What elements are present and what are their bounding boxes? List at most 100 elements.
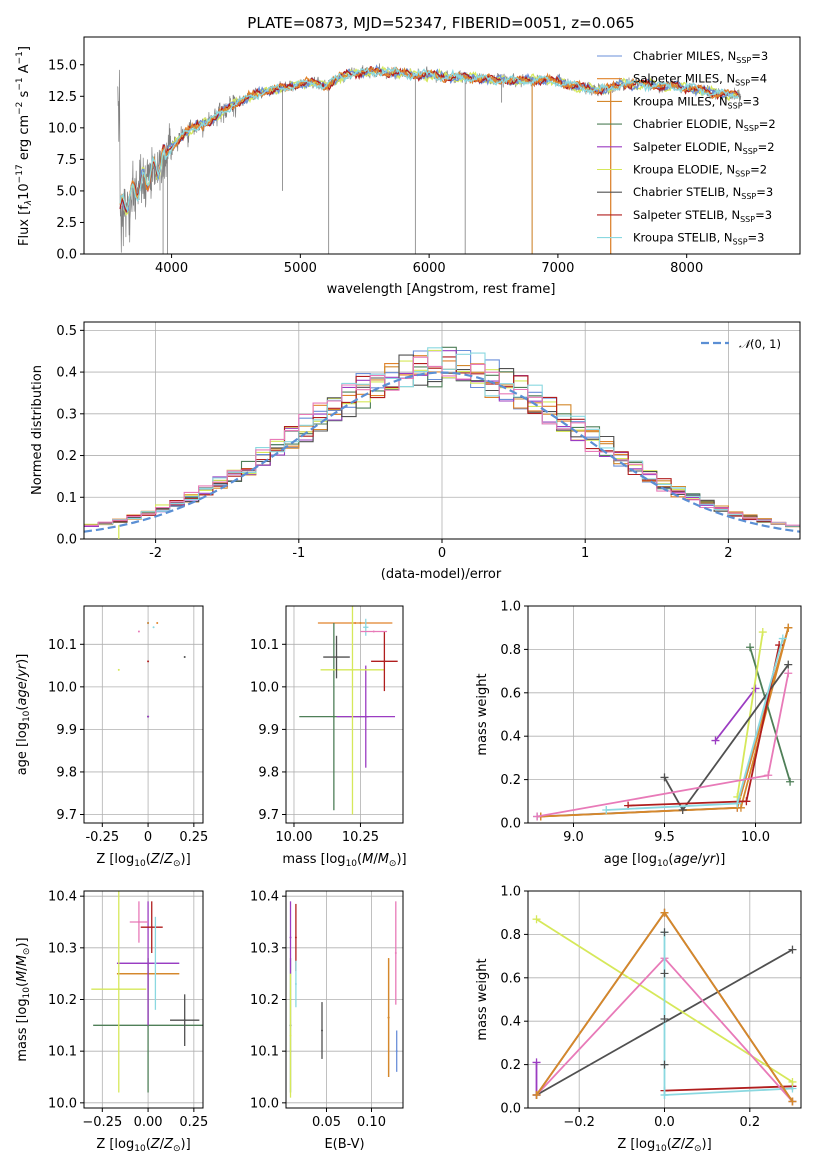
x-tick-label: 10.25: [342, 830, 379, 845]
legend-label: Salpeter MILES, NSSP=4: [633, 72, 767, 88]
x-tick-label: 0: [438, 546, 446, 561]
data-point: [137, 630, 140, 633]
data-point: [351, 668, 354, 671]
mass-weight-line: [664, 1085, 793, 1092]
data-point: [294, 983, 297, 985]
data-point: [137, 921, 140, 923]
data-point: [387, 1016, 390, 1019]
mass-weight-marker: [746, 643, 755, 652]
x-tick-label: 6000: [413, 261, 446, 276]
y-tick-label: 0.0: [56, 533, 77, 548]
y-tick-label: 10.0: [48, 680, 77, 695]
mass-weight-marker: [532, 1090, 541, 1099]
x-tick-label: 1: [581, 546, 589, 561]
y-tick-label: 1.0: [500, 885, 521, 900]
data-point: [372, 630, 375, 633]
y-tick-label: 0.3: [56, 407, 77, 422]
mass-weight-line: [714, 687, 757, 742]
mass-weight-marker: [660, 1090, 669, 1099]
mass-weight-marker: [742, 797, 751, 806]
mass-weight-marker: [788, 1077, 797, 1086]
y-tick-label: 0.2: [56, 449, 77, 464]
y-tick-label: 7.5: [56, 153, 77, 168]
y-tick-label: 10.1: [250, 1045, 279, 1060]
mass-weight-marker: [751, 684, 760, 693]
weight-vs-metallicity-panel: −0.2 0.0 0.2 0.0 0.2 0.4 0.6 0.8 1.0 Z [log10(Z/Z…: [475, 885, 802, 1154]
spectrum-panel: 4000 5000 6000 7000 8000 0.0 2.5 5.0 7.5 10.0 12.5…: [15, 36, 801, 297]
y-axis-label: mass weight: [475, 673, 490, 755]
x-tick-label: 5000: [284, 261, 317, 276]
data-point: [154, 962, 157, 965]
x-tick-label: -0.25: [85, 830, 119, 845]
y-tick-label: 10.2: [250, 993, 279, 1008]
y-tick-label: 10.1: [250, 638, 279, 653]
y-tick-label: 9.8: [258, 765, 279, 780]
x-axis-label: E(B-V): [324, 1137, 364, 1152]
mass-weight-marker: [532, 1058, 541, 1067]
mass-weight-marker: [660, 1015, 669, 1024]
weight-vs-age-panel: 9.0 9.5 10.0 0.0 0.2 0.4 0.6 0.8 1.0 age [log10(a…: [475, 600, 802, 869]
x-tick-label: 0: [144, 830, 152, 845]
data-point: [183, 1019, 186, 1022]
age-vs-metallicity-panel: -0.25 0 0.25 9.7 9.8 9.9 10.0 10.1 Z [log10(Z/Z⊙…: [15, 525, 208, 869]
mass-vs-metallicity-panel: −0.25 0.00 0.25 10.0 10.1 10.2 10.3 10.4 Z [log1…: [15, 890, 208, 1154]
mass-weight-marker: [602, 805, 611, 814]
data-point: [147, 962, 150, 965]
mass-vs-ebv-panel: 0.05 0.10 10.0 10.1 10.2 10.3 10.4 E(B-V): [250, 890, 404, 1152]
y-tick-label: 9.8: [56, 765, 77, 780]
x-tick-label: 0.0: [654, 1115, 675, 1130]
data-point: [147, 660, 150, 663]
mass-weight-marker: [736, 803, 745, 812]
mass-weight-marker: [660, 969, 669, 978]
mass-weight-marker: [788, 1097, 797, 1106]
x-axis-label: Z [log10(Z/Z⊙)]: [96, 1137, 190, 1154]
y-tick-label: 10.1: [48, 1045, 77, 1060]
data-point: [117, 668, 120, 671]
data-point: [364, 715, 367, 718]
normal-distribution-curve: [83, 371, 801, 533]
y-tick-label: 10.2: [48, 993, 77, 1008]
mass-weight-marker: [784, 623, 793, 632]
data-point: [394, 952, 397, 954]
observed-spectrum: [117, 63, 742, 253]
legend-label: Salpeter ELODIE, NSSP=2: [633, 140, 775, 156]
data-point: [395, 1050, 398, 1053]
x-tick-label: 10.00: [275, 830, 312, 845]
residual-histogram: [84, 356, 800, 527]
x-axis-label: wavelength [Angstrom, rest frame]: [327, 282, 556, 297]
mass-weight-line: [606, 638, 784, 811]
x-axis-label: Z [log10(Z/Z⊙)]: [617, 1137, 711, 1154]
y-tick-label: 10.3: [250, 941, 279, 956]
y-axis-label: mass weight: [475, 958, 490, 1040]
y-tick-label: 0.5: [56, 324, 77, 339]
data-point: [147, 715, 150, 718]
data-point: [183, 656, 186, 659]
x-tick-label: 8000: [670, 261, 703, 276]
mass-weight-marker: [660, 928, 669, 937]
x-axis-label: mass [log10(M/M⊙)]: [282, 852, 406, 869]
age-vs-mass-panel: 10.00 10.25 9.7 9.8 9.9 10.0 10.1 mass [log10(M…: [250, 605, 407, 869]
y-tick-label: 10.0: [250, 1096, 279, 1111]
x-tick-label: -2: [149, 546, 162, 561]
residual-histogram: [84, 347, 800, 527]
x-axis-label: (data-model)/error: [381, 567, 502, 582]
data-point: [359, 622, 362, 625]
y-tick-label: 10.3: [48, 941, 77, 956]
y-tick-label: 10.4: [250, 890, 279, 905]
y-tick-label: 0.2: [500, 773, 521, 788]
y-tick-label: 10.0: [250, 680, 279, 695]
y-tick-label: 10.4: [48, 890, 77, 905]
axes-frame: [83, 36, 801, 255]
x-tick-label: 0.2: [739, 1115, 760, 1130]
mass-weight-marker: [678, 805, 687, 814]
legend-label: Kroupa STELIB, NSSP=3: [633, 231, 764, 247]
x-axis-label: Z [log10(Z/Z⊙)]: [96, 852, 190, 869]
y-axis-label: Normed distribution: [30, 365, 45, 495]
x-tick-label: 4000: [155, 261, 188, 276]
y-axis-label: age [log10(age/yr)]: [15, 654, 32, 776]
x-tick-label: 10.0: [741, 830, 770, 845]
x-axis-label: age [log10(age/yr)]: [604, 852, 726, 869]
data-point: [294, 936, 297, 939]
chart-title: PLATE=0873, MJD=52347, FIBERID=0051, z=0…: [247, 14, 634, 32]
